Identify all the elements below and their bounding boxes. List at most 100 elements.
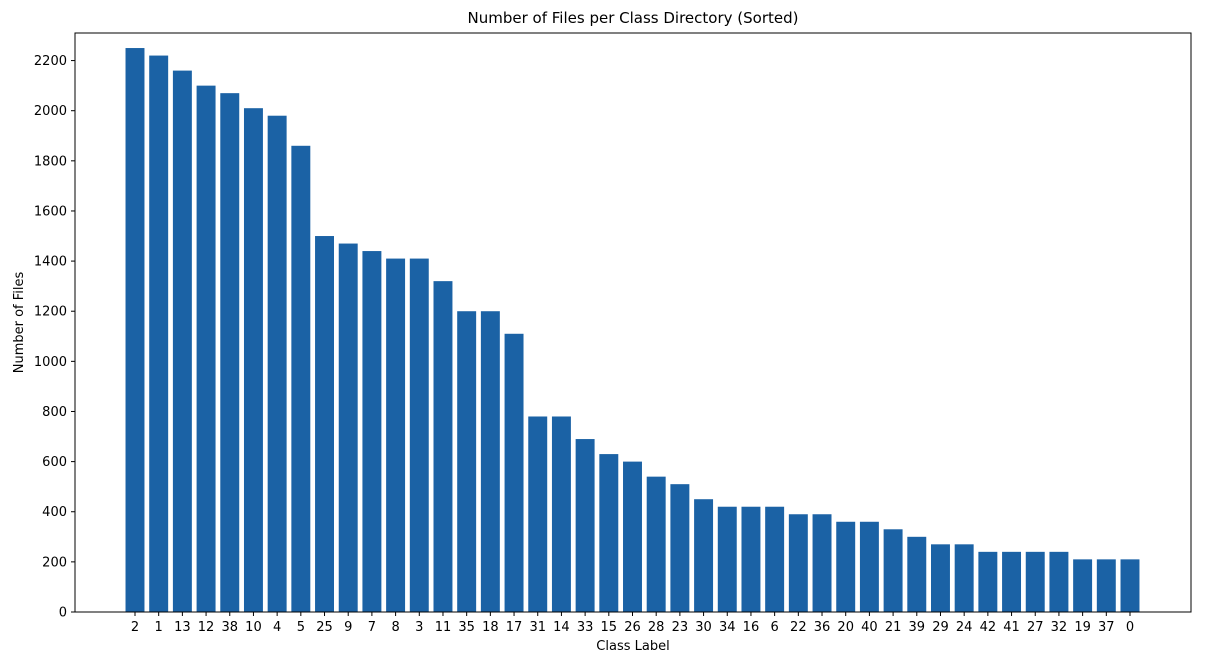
y-tick-label: 200 xyxy=(42,555,67,570)
x-tick-label: 26 xyxy=(624,620,641,635)
x-tick-label: 32 xyxy=(1051,620,1068,635)
bar-23 xyxy=(670,484,690,612)
bar-10 xyxy=(243,108,263,612)
bar-40 xyxy=(859,521,879,612)
bar-15 xyxy=(599,454,619,612)
bar-14 xyxy=(551,416,571,612)
bar-3 xyxy=(409,258,429,612)
bar-37 xyxy=(1096,559,1116,612)
x-tick-label: 30 xyxy=(695,620,712,635)
x-tick-label: 1 xyxy=(155,620,163,635)
bar-17 xyxy=(504,333,524,612)
bar-20 xyxy=(836,521,856,612)
bar-5 xyxy=(291,145,311,613)
y-tick-label: 1800 xyxy=(34,154,67,169)
x-tick-label: 39 xyxy=(909,620,926,635)
x-tick-label: 3 xyxy=(415,620,423,635)
bar-34 xyxy=(717,506,737,612)
x-tick-label: 18 xyxy=(482,620,499,635)
x-tick-label: 2 xyxy=(131,620,139,635)
bar-25 xyxy=(315,236,334,612)
x-axis: 2 1 13 12 38 10 4 5 25 9 7 8 3 11 35 18 17 31 14 33 15 26 28 23… xyxy=(131,612,1134,635)
x-tick-label: 38 xyxy=(221,620,238,635)
bar-32 xyxy=(1049,551,1069,612)
bars-layer xyxy=(125,48,1140,613)
x-tick-label: 9 xyxy=(344,620,352,635)
y-axis-label: Number of Files xyxy=(12,272,27,374)
plot-frame xyxy=(74,32,1192,613)
x-tick-label: 27 xyxy=(1027,620,1044,635)
bar-27 xyxy=(1025,551,1045,612)
x-tick-label: 6 xyxy=(770,620,778,635)
x-tick-label: 13 xyxy=(174,620,191,635)
bar-11 xyxy=(433,281,453,612)
y-tick-label: 2000 xyxy=(34,104,67,119)
x-tick-label: 21 xyxy=(885,620,902,635)
x-tick-label: 15 xyxy=(601,620,618,635)
bar-38 xyxy=(220,93,240,612)
x-tick-label: 8 xyxy=(391,620,399,635)
bar-18 xyxy=(480,311,500,612)
bar-35 xyxy=(457,311,477,612)
x-axis-label: Class Label xyxy=(596,639,669,654)
y-tick-label: 2200 xyxy=(34,54,67,69)
x-tick-label: 17 xyxy=(506,620,523,635)
x-tick-label: 12 xyxy=(198,620,215,635)
bar-1 xyxy=(149,55,169,613)
bar-28 xyxy=(646,476,666,612)
bar-33 xyxy=(575,439,595,612)
bar-26 xyxy=(623,461,642,612)
x-tick-label: 28 xyxy=(648,620,665,635)
bar-29 xyxy=(931,544,950,612)
y-tick-label: 1600 xyxy=(34,204,67,219)
x-tick-label: 35 xyxy=(458,620,475,635)
x-tick-label: 36 xyxy=(814,620,831,635)
x-tick-label: 29 xyxy=(932,620,949,635)
y-tick-label: 600 xyxy=(42,455,67,470)
bar-13 xyxy=(172,70,192,613)
bar-12 xyxy=(196,85,216,612)
x-tick-label: 4 xyxy=(273,620,281,635)
bar-41 xyxy=(1002,551,1022,612)
x-tick-label: 41 xyxy=(1003,620,1020,635)
bar-30 xyxy=(694,499,714,612)
x-tick-label: 5 xyxy=(297,620,305,635)
x-tick-label: 31 xyxy=(529,620,546,635)
bar-16 xyxy=(741,506,761,612)
bar-6 xyxy=(765,506,785,612)
x-tick-label: 0 xyxy=(1126,620,1134,635)
x-tick-label: 24 xyxy=(956,620,973,635)
y-tick-label: 1000 xyxy=(34,355,67,370)
bar-24 xyxy=(954,544,974,612)
x-tick-label: 10 xyxy=(245,620,262,635)
bar-7 xyxy=(362,251,382,612)
bar-21 xyxy=(883,529,903,612)
x-tick-label: 20 xyxy=(837,620,854,635)
x-tick-label: 11 xyxy=(435,620,452,635)
y-axis: 0 200 400 600 800 1000 1200 1400 1600 1800 2000 220… xyxy=(34,54,75,621)
bar-19 xyxy=(1073,559,1093,612)
x-tick-label: 7 xyxy=(368,620,376,635)
x-tick-label: 42 xyxy=(980,620,997,635)
bar-42 xyxy=(978,551,998,612)
x-tick-label: 19 xyxy=(1074,620,1091,635)
bar-8 xyxy=(386,258,406,612)
x-tick-label: 33 xyxy=(577,620,594,635)
y-tick-label: 800 xyxy=(42,405,67,420)
bar-31 xyxy=(528,416,548,612)
x-tick-label: 14 xyxy=(553,620,570,635)
x-tick-label: 16 xyxy=(743,620,760,635)
bar-0 xyxy=(1120,559,1140,612)
x-tick-label: 34 xyxy=(719,620,736,635)
y-tick-label: 400 xyxy=(42,505,67,520)
bar-39 xyxy=(907,536,927,612)
y-tick-label: 1400 xyxy=(34,255,67,270)
x-tick-label: 37 xyxy=(1098,620,1115,635)
bar-22 xyxy=(788,514,808,612)
x-tick-label: 40 xyxy=(861,620,878,635)
bar-36 xyxy=(812,514,832,612)
bar-9 xyxy=(338,243,358,613)
x-tick-label: 23 xyxy=(672,620,689,635)
